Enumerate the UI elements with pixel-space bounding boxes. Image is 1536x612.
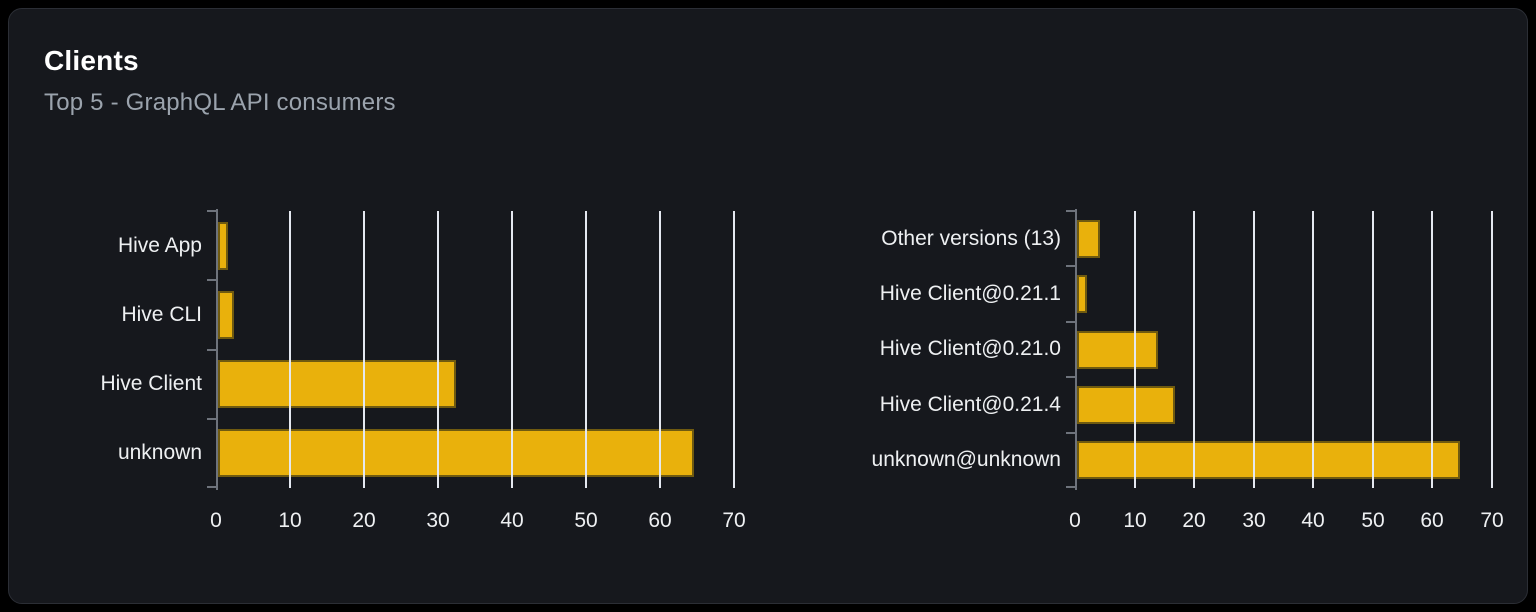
y-axis-tick	[207, 418, 216, 420]
category-label-unknown-unknown: unknown@unknown	[871, 448, 1061, 472]
gridline-50	[585, 211, 587, 488]
x-tick-label-60: 60	[648, 509, 672, 532]
gridline-50	[1372, 211, 1374, 488]
gridline-20	[1193, 211, 1195, 488]
bar-hive-client-0-21-1[interactable]	[1077, 275, 1087, 313]
gridline-70	[733, 211, 735, 488]
category-label-hive-client-0-21-0: Hive Client@0.21.0	[879, 337, 1061, 361]
gridline-40	[511, 211, 513, 488]
y-axis-tick	[1066, 265, 1075, 267]
bar-hive-client[interactable]	[218, 360, 456, 408]
x-tick-label-0: 0	[210, 509, 222, 532]
x-tick-label-60: 60	[1420, 509, 1444, 532]
y-axis-labels: Other versions (13) Hive Client@0.21.1 Hiv…	[851, 211, 1061, 488]
x-tick-label-0: 0	[1069, 509, 1081, 532]
y-axis-line	[216, 209, 218, 490]
bar-hive-app[interactable]	[218, 222, 228, 270]
page-subtitle: Top 5 - GraphQL API consumers	[44, 89, 396, 116]
gridline-30	[437, 211, 439, 488]
y-axis-tick	[207, 279, 216, 281]
y-axis-tick	[1066, 432, 1075, 434]
gridline-60	[659, 211, 661, 488]
x-tick-label-40: 40	[500, 509, 524, 532]
category-label-unknown: unknown	[117, 441, 202, 465]
x-tick-label-50: 50	[574, 509, 598, 532]
y-axis-tick	[1066, 210, 1075, 212]
x-tick-label-20: 20	[352, 509, 376, 532]
category-label-hive-cli: Hive CLI	[121, 302, 202, 326]
y-axis-line	[1075, 209, 1077, 490]
bar-unknown[interactable]	[218, 429, 694, 477]
x-tick-label-10: 10	[278, 509, 302, 532]
x-tick-label-40: 40	[1301, 509, 1325, 532]
category-label-other-versions-13: Other versions (13)	[881, 226, 1061, 250]
x-tick-label-50: 50	[1361, 509, 1385, 532]
gridline-60	[1431, 211, 1433, 488]
gridline-10	[289, 211, 291, 488]
gridline-70	[1491, 211, 1493, 488]
bar-hive-client-0-21-4[interactable]	[1077, 386, 1175, 424]
category-label-hive-client-0-21-1: Hive Client@0.21.1	[879, 282, 1061, 306]
card-header: Clients Top 5 - GraphQL API consumers	[44, 45, 396, 117]
bar-hive-cli[interactable]	[218, 291, 234, 339]
y-axis-tick	[207, 486, 216, 488]
x-tick-label-30: 30	[426, 509, 450, 532]
x-tick-label-20: 20	[1182, 509, 1206, 532]
x-tick-label-10: 10	[1123, 509, 1147, 532]
bar-other-versions-13[interactable]	[1077, 220, 1100, 258]
category-label-hive-app: Hive App	[117, 233, 202, 257]
gridline-40	[1312, 211, 1314, 488]
y-axis-tick	[207, 349, 216, 351]
x-tick-label-70: 70	[722, 509, 746, 532]
page-title: Clients	[44, 45, 139, 76]
category-label-hive-client-0-21-4: Hive Client@0.21.4	[879, 392, 1061, 416]
x-tick-label-30: 30	[1242, 509, 1266, 532]
y-axis-labels: Hive App Hive CLI Hive Client unknown	[44, 211, 202, 488]
chart-clients-by-name: Hive App Hive CLI Hive Client unknown 0 10 20 3…	[44, 209, 746, 538]
plot-area-clients-by-name: 0 10 20 30 40 50 60 70	[207, 209, 746, 532]
gridline-10	[1134, 211, 1136, 488]
gridline-20	[363, 211, 365, 488]
y-axis-tick	[207, 210, 216, 212]
category-label-hive-client: Hive Client	[100, 372, 202, 396]
x-tick-label-70: 70	[1480, 509, 1504, 532]
bar-unknown-unknown[interactable]	[1077, 441, 1460, 479]
y-axis-tick	[1066, 321, 1075, 323]
y-axis-tick	[1066, 486, 1075, 488]
chart-clients-by-version: Other versions (13) Hive Client@0.21.1 Hiv…	[851, 209, 1507, 538]
plot-area-clients-by-version: 0 10 20 30 40 50 60 70	[1066, 209, 1507, 532]
clients-card: Clients Top 5 - GraphQL API consumers Hi…	[8, 8, 1528, 604]
gridline-30	[1253, 211, 1255, 488]
y-axis-tick	[1066, 376, 1075, 378]
bar-hive-client-0-21-0[interactable]	[1077, 331, 1158, 369]
